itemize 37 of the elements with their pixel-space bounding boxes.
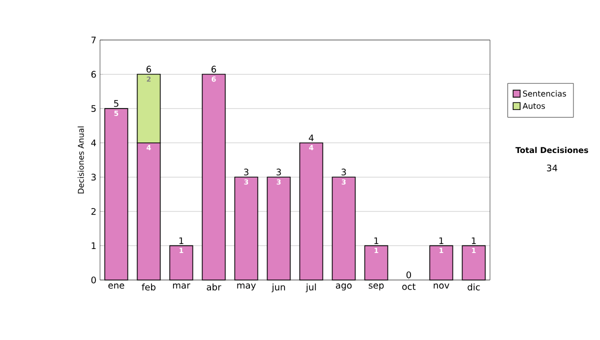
x-tick-label: oct [402, 284, 416, 290]
text: Total Decisiones [515, 146, 588, 154]
x-tick-label: ago [336, 284, 352, 290]
y-tick-label: 7 [91, 36, 96, 44]
y-tick-label: 6 [91, 70, 96, 78]
total-label: 1 [179, 237, 184, 244]
y-tick-label: 0 [91, 276, 96, 284]
x-tick-label: dic [468, 284, 480, 290]
total-label: 4 [308, 134, 314, 142]
y-axis-title: Decisiones Anual [78, 126, 84, 194]
total-label: 5 [114, 100, 118, 107]
x-tick-label: ene [108, 284, 124, 289]
total-label: 3 [342, 168, 346, 176]
x-tick-label: feb [142, 284, 156, 290]
total-label: 3 [244, 168, 248, 176]
x-tick-label: may [237, 284, 256, 290]
text: 34 [546, 164, 558, 172]
x-tick-label: jul [306, 284, 316, 292]
total-label: 6 [146, 66, 152, 73]
legend-label: Autos [522, 102, 545, 109]
x-tick-label: jun [272, 284, 285, 292]
total-label: 0 [406, 271, 412, 278]
total-label: 1 [439, 237, 444, 244]
y-tick-label: 3 [91, 174, 96, 181]
x-tick-label: abr [206, 284, 222, 290]
total-label: 1 [374, 237, 378, 244]
y-tick-label: 5 [91, 105, 96, 112]
x-tick-label: nov [434, 284, 450, 289]
y-tick-label: 1 [92, 242, 96, 249]
total-label: 1 [472, 237, 476, 244]
total-label: 3 [276, 168, 281, 176]
total-label: 6 [212, 66, 216, 73]
y-tick-label: 4 [91, 140, 96, 146]
x-tick-label: mar [173, 284, 190, 289]
x-tick-label: sep [368, 284, 384, 290]
legend-label: Sentencias [523, 90, 566, 97]
y-tick-label: 2 [91, 208, 96, 215]
